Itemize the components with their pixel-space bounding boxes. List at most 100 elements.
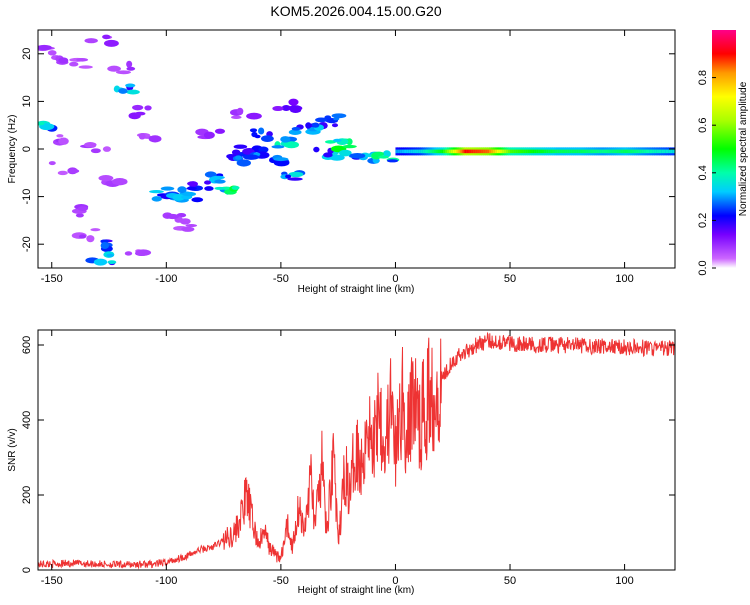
spectrogram-band-core (492, 149, 496, 154)
snr-x-tick-label: -150 (41, 575, 63, 587)
spectrogram-band-core (412, 149, 416, 154)
spectrogram-blob (305, 122, 312, 129)
spectrogram-band-core (481, 149, 484, 154)
spectrogram-band-core (584, 149, 588, 154)
spectrogram-blob (285, 174, 292, 179)
spectrogram-blob (132, 104, 144, 111)
spectrogram-blob (75, 213, 84, 218)
spectrogram-blob (204, 171, 217, 178)
chart-title: KOM5.2026.004.15.00.G20 (270, 3, 441, 19)
spectrogram-blob (258, 146, 269, 153)
spectrogram-band-core (395, 149, 398, 154)
spectrogram-blob (288, 171, 304, 178)
spectrogram-band-core (420, 149, 423, 154)
spectrogram-blob (243, 154, 260, 160)
spectrogram-band-core (521, 149, 524, 154)
spectrogram-blob (324, 115, 332, 120)
spectrogram-blob (77, 206, 89, 211)
spectrogram-band-core (437, 149, 440, 154)
spectrogram-band-core (630, 149, 633, 154)
spectrogram-band-core (422, 149, 425, 154)
spectrogram-band-core (652, 149, 655, 154)
spectrogram-y-tick-label: 10 (21, 95, 33, 107)
spectrogram-band-core (647, 149, 651, 154)
spectrogram-blob (57, 170, 68, 176)
spectrogram-band-core (397, 149, 400, 154)
spectrogram-band-core (559, 149, 563, 154)
spectrogram-band-core (405, 149, 408, 154)
spectrogram-x-tick-label: 100 (615, 273, 633, 285)
spectrogram-blob (28, 126, 36, 132)
spectrogram-blob (254, 134, 261, 139)
spectrogram-blob (56, 134, 64, 138)
spectrogram-band-core (502, 149, 505, 154)
spectrogram-band-core (531, 149, 534, 154)
spectrogram-band-core (498, 149, 502, 154)
spectrogram-band-core (403, 149, 406, 154)
spectrogram-blob (67, 168, 80, 174)
spectrogram-blob (90, 148, 101, 154)
spectrogram-band-core (552, 149, 555, 154)
spectrogram-band-core (426, 149, 429, 154)
spectrogram-band-core (557, 149, 561, 154)
spectrogram-blob (346, 138, 353, 146)
spectrogram-blob (47, 50, 57, 56)
spectrogram-band-core (527, 149, 530, 154)
spectrogram-band-core (609, 149, 612, 154)
spectrogram-blob (78, 234, 87, 239)
spectrogram-band-core (645, 149, 649, 154)
spectrogram-blob (373, 151, 385, 157)
spectrogram-blob (288, 105, 303, 112)
spectrogram-blob (151, 196, 162, 202)
spectrogram-blob (106, 253, 114, 258)
spectrogram-blob (160, 186, 175, 191)
spectrogram-band-core (450, 149, 454, 154)
snr-frame (37, 329, 676, 571)
spectrogram-band-core (624, 149, 628, 154)
spectrogram-blob (231, 185, 240, 190)
spectrogram-band-core (634, 149, 637, 154)
snr-y-tick-label: 0 (21, 567, 33, 573)
spectrogram-blob (333, 138, 342, 142)
spectrogram-band-core (399, 149, 402, 154)
colorbar-tick-label: 0.0 (697, 260, 709, 275)
colorbar-label: Normalized spectral amplitude (738, 81, 749, 216)
spectrogram-band-core (511, 149, 515, 154)
spectrogram-blob (177, 186, 187, 194)
spectrogram-band-core (532, 149, 536, 154)
spectrogram-blobs (28, 34, 675, 266)
spectrogram-band-core (487, 149, 490, 154)
spectrogram-blob (331, 113, 347, 119)
spectrogram-blob (283, 141, 300, 149)
spectrogram-blob (185, 224, 198, 228)
spectrogram-blob (339, 149, 352, 157)
spectrogram-y-ticks: -20 -10 0 10 20 (21, 48, 675, 252)
spectrogram-blob (126, 66, 136, 71)
spectrogram-x-label: Height of straight line (km) (298, 284, 415, 295)
snr-x-tick-label: -100 (155, 575, 177, 587)
spectrogram-band-core (435, 149, 439, 154)
spectrogram-blob (230, 115, 242, 120)
spectrogram-blob (135, 249, 152, 256)
spectrogram-blob (349, 152, 366, 159)
spectrogram-band-core (603, 149, 607, 154)
spectrogram-blob (273, 157, 289, 162)
spectrogram-blob (204, 180, 212, 185)
spectrogram-blob (76, 57, 89, 62)
spectrogram-y-tick-label: 20 (21, 48, 33, 60)
spectrogram-band-core (622, 149, 626, 154)
spectrogram-blob (38, 44, 52, 51)
snr-line (38, 331, 675, 570)
spectrogram-blob (288, 98, 299, 106)
snr-x-tick-label: -50 (273, 575, 289, 587)
spectrogram-band-core (661, 149, 665, 154)
spectrogram-band-core (571, 149, 574, 154)
spectrogram-blob (134, 111, 146, 116)
spectrogram-blob (214, 179, 226, 184)
spectrogram-band-core (576, 149, 580, 154)
spectrogram-band-core (599, 149, 603, 154)
spectrogram-band-core (578, 149, 582, 154)
spectrogram-band-core (477, 149, 481, 154)
